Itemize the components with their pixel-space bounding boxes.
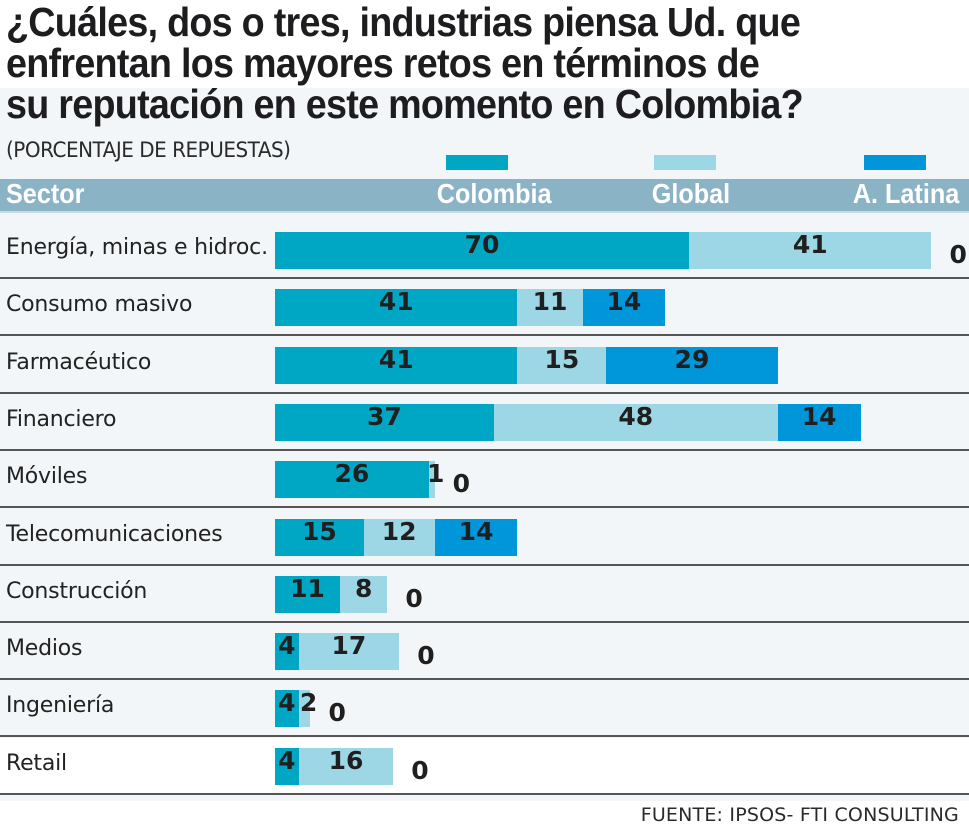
legend-swatch-colombia [446, 155, 508, 170]
legend-label-latina: A. Latina [852, 178, 959, 209]
title-line-3: su reputación en este momento en Colombi… [6, 81, 804, 127]
data-label-global: 17 [331, 631, 367, 661]
row-divider [0, 735, 969, 738]
category-label: Consumo masivo [6, 292, 193, 318]
bar-segment-colombia [275, 289, 518, 327]
data-label-zero: 0 [411, 755, 429, 785]
bar-segment-global [517, 289, 583, 327]
category-label: Energía, minas e hidroc. [6, 235, 268, 260]
bar-segment-global [340, 575, 388, 613]
chart-title: ¿Cuáles, dos o tres, industrias piensa U… [6, 2, 889, 125]
bar-segment-colombia [275, 346, 518, 384]
row-divider [0, 334, 969, 337]
data-label-zero: 0 [452, 469, 471, 499]
data-label-colombia: 4 [278, 631, 296, 661]
bar-segment-colombia [275, 633, 299, 671]
data-label-zero: 0 [328, 698, 346, 728]
chart-subtitle: (PORCENTAJE DE REPUESTAS) [6, 138, 291, 162]
data-label-global: 16 [328, 745, 364, 775]
chart-row: Ingeniería 4 2 0 [0, 680, 969, 738]
header-divider [0, 211, 969, 213]
category-label: Ingeniería [6, 693, 115, 719]
data-label-colombia: 15 [301, 516, 337, 546]
data-label-zero: 0 [405, 583, 423, 613]
title-line-1: ¿Cuáles, dos o tres, industrias piensa U… [6, 0, 801, 45]
bar-segment-colombia [275, 403, 494, 441]
bar-segment-colombia [275, 747, 299, 785]
row-divider [0, 563, 969, 566]
data-label-global: 8 [355, 573, 373, 603]
bar-segment-global [298, 747, 394, 785]
chart-row: Energía, minas e hidroc. 70 41 0 [0, 222, 969, 279]
row-divider [0, 678, 969, 681]
data-label-global: 41 [792, 230, 828, 259]
bar-segment-global [517, 346, 607, 384]
chart-row: Farmacéutico 41 15 29 [0, 337, 969, 394]
bar-segment-latina [434, 518, 518, 556]
data-label-colombia: 41 [378, 344, 414, 374]
bar-segment-global [363, 518, 435, 556]
bar-segment-global [298, 690, 311, 728]
category-label: Retail [6, 750, 67, 776]
chart-row: Financiero 37 48 14 [0, 394, 969, 451]
category-label: Financiero [6, 406, 117, 432]
data-label-zero: 0 [949, 240, 967, 269]
data-label-colombia: 11 [290, 573, 325, 603]
bar-segment-latina [606, 346, 778, 384]
row-divider [0, 391, 969, 394]
data-label-colombia: 37 [367, 401, 402, 431]
data-label-colombia: 70 [464, 230, 500, 259]
row-divider [0, 448, 969, 451]
legend-swatch-global [654, 155, 716, 170]
legend-label-colombia: Colombia [437, 178, 552, 209]
data-label-latina: 14 [606, 287, 642, 317]
table-header: Sector Colombia Global A. Latina [0, 178, 969, 211]
category-label: Farmacéutico [6, 349, 152, 375]
bar-segment-latina [582, 289, 666, 327]
data-label-colombia: 26 [334, 459, 370, 489]
data-label-latina: 14 [801, 401, 837, 431]
title-line-2: enfrentan los mayores retos en términos … [6, 40, 760, 86]
data-label-colombia: 4 [278, 745, 296, 775]
chart-row: Retail 4 16 0 [0, 737, 969, 795]
category-label: Construcción [6, 578, 148, 604]
bar-segment-global [689, 232, 932, 269]
data-label-global: 48 [618, 401, 654, 431]
data-label-global: 2 [299, 688, 318, 718]
data-label-latina: 29 [674, 344, 710, 374]
data-label-global: 12 [381, 516, 417, 546]
bar-segment-colombia [275, 575, 341, 613]
row-divider [0, 506, 969, 509]
bar-segment-colombia [275, 232, 689, 269]
header-sector: Sector [6, 178, 85, 209]
source-note: FUENTE: IPSOS- FTI CONSULTING [640, 804, 959, 826]
data-label-colombia: 4 [278, 688, 296, 718]
bar-segment-global [493, 403, 778, 441]
bar-segment-global [298, 633, 400, 671]
bar-segment-colombia [275, 690, 299, 728]
chart-row: Telecomunicaciones 15 12 14 [0, 509, 969, 566]
bar-segment-colombia [275, 461, 429, 499]
chart-row: Móviles 26 1 0 [0, 451, 969, 509]
data-label-global: 1 [427, 459, 445, 489]
bar-segment-colombia [275, 518, 364, 556]
row-divider [0, 792, 969, 795]
chart-row: Construcción 11 8 0 [0, 566, 969, 623]
legend-swatch-latina [864, 155, 926, 170]
legend-label-global: Global [651, 178, 730, 209]
data-label-zero: 0 [417, 641, 435, 671]
data-label-global: 15 [544, 344, 580, 374]
chart-row: Medios 4 17 0 [0, 623, 969, 681]
data-label-latina: 14 [458, 516, 494, 546]
category-label: Móviles [6, 464, 88, 490]
category-label: Telecomunicaciones [6, 521, 223, 547]
data-label-global: 11 [532, 287, 568, 317]
bar-segment-global [428, 461, 435, 499]
chart-row: Consumo masivo 41 11 14 [0, 279, 969, 337]
bar-segment-latina [777, 403, 861, 441]
row-divider [0, 620, 969, 623]
category-label: Medios [6, 636, 83, 662]
row-divider [0, 277, 969, 279]
data-label-colombia: 41 [378, 287, 414, 317]
